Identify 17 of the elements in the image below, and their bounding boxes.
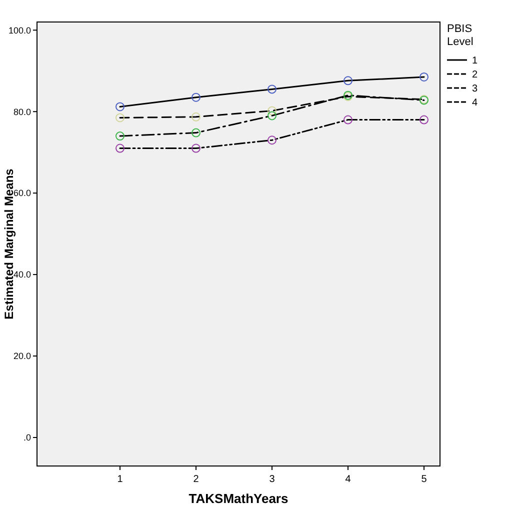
y-tick-label: 40.0	[13, 270, 31, 280]
legend-label: 4	[472, 98, 478, 108]
legend-label: 2	[472, 70, 478, 80]
x-tick-label: 1	[117, 474, 124, 485]
x-tick-label: 5	[421, 474, 428, 485]
x-tick-label: 4	[345, 474, 352, 485]
y-tick-label: 100.0	[8, 25, 31, 36]
y-tick-label: 20.0	[13, 351, 31, 362]
legend-label: 1	[472, 56, 478, 66]
y-tick-label: 80.0	[13, 106, 31, 117]
legend-label: 3	[472, 84, 478, 94]
x-tick-label: 2	[193, 474, 200, 485]
y-tick-label: 60.0	[13, 188, 31, 198]
y-tick-label: .0	[23, 432, 31, 443]
legend-title: PBIS Level	[447, 23, 474, 48]
x-tick-label: 3	[269, 474, 276, 485]
x-axis-title: TAKSMathYears	[188, 491, 288, 506]
